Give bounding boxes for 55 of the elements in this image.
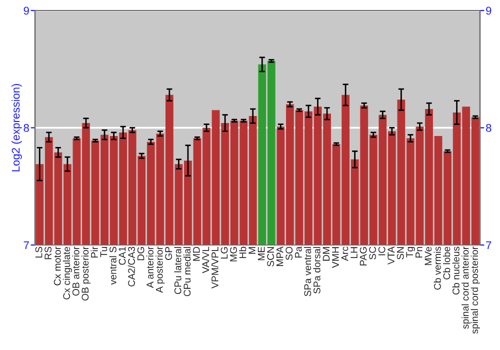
y-tick-label: 7: [24, 241, 29, 250]
x-tick-label: SC: [369, 246, 376, 260]
x-tick-label: DG: [137, 247, 144, 260]
x-tick-label: Pn: [416, 247, 422, 258]
x-tick-label: RS: [44, 246, 52, 260]
x-tick-label: MD: [193, 246, 200, 261]
x-tick-label: spinal cord anterior: [462, 246, 471, 329]
x-tick-label: Cx motor: [54, 246, 61, 286]
x-tick-label: LH: [350, 247, 358, 258]
x-tick-label: ME: [258, 246, 265, 260]
x-tick-label: MPA: [276, 246, 284, 266]
x-tick-label: VTA: [388, 246, 394, 265]
x-tick-label: spinal cord posterior: [470, 246, 480, 334]
x-tick-label: Cx cingulate: [62, 246, 72, 300]
x-tick-label: M: [248, 247, 256, 254]
x-tick-label: OB anterior: [72, 246, 80, 296]
x-tick-label: A anterior: [146, 246, 154, 288]
x-tick-label: SN: [396, 247, 404, 260]
y-tick-label: 8: [24, 124, 29, 132]
x-tick-label: Arc: [341, 246, 348, 261]
x-tick-label: A posterior: [156, 246, 165, 293]
y-axis-title: Log2 (expression): [12, 84, 22, 172]
y2-tick-label: 8: [486, 124, 492, 132]
x-tick-label: LS: [35, 246, 42, 258]
y2-tick-label: 7: [486, 241, 492, 250]
x-tick-label: GP: [165, 246, 172, 260]
x-tick-label: LG: [220, 247, 228, 259]
x-tick-label: SO: [286, 246, 293, 260]
x-tick-label: SPa ventral: [304, 247, 312, 296]
x-tick-label: OB posterior: [81, 246, 91, 300]
x-tick-label: PAG: [360, 247, 367, 266]
x-tick-label: Cb nucleus: [452, 246, 460, 295]
x-tick-label: Tg: [406, 247, 415, 258]
x-tick-label: Cb lobe: [443, 246, 450, 280]
x-tick-label: VA/VL: [202, 246, 210, 274]
x-tick-label: Pir: [90, 246, 98, 258]
x-tick-label: CA2/CA3: [128, 246, 135, 286]
x-tick-label: MVe: [424, 246, 432, 266]
x-tick-label: MG: [230, 247, 237, 262]
x-tick-label: ventral S: [109, 246, 116, 285]
y-tick-label: 9: [24, 6, 29, 15]
x-tick-label: Cb vermis: [434, 246, 441, 290]
x-tick-label: VMH: [332, 247, 339, 268]
x-tick-label: Pa: [295, 246, 302, 258]
x-tick-label: CPu medial: [183, 247, 191, 296]
y2-tick-label: 9: [486, 6, 492, 15]
x-tick-label: DM: [322, 247, 330, 261]
x-tick-label: CPu lateral: [174, 247, 182, 294]
x-tick-label: SCN: [267, 247, 274, 266]
x-tick-label: SPa dorsal: [313, 247, 320, 294]
x-tick-label: Tu: [100, 247, 108, 258]
x-tick-label: Hb: [239, 246, 246, 258]
x-tick-label: IC: [378, 246, 386, 256]
x-tick-label: VPM/VPL: [211, 246, 218, 288]
x-tick-label: CA1: [118, 246, 126, 265]
